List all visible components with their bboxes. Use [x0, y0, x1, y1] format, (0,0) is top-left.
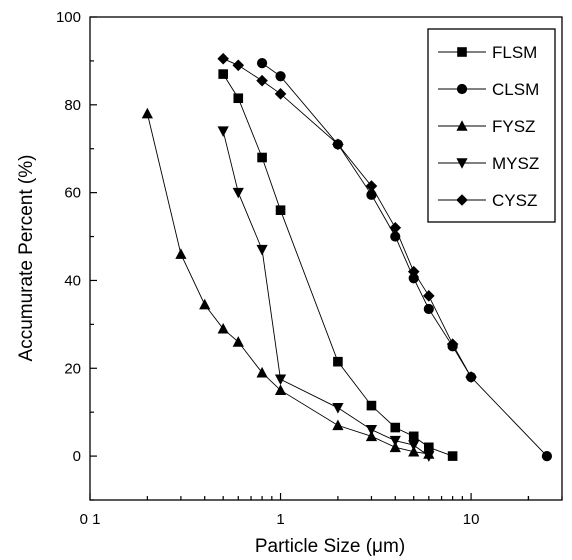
- data-point-mysz: [423, 451, 435, 462]
- data-point-cysz: [446, 338, 459, 350]
- data-point-flsm: [424, 442, 434, 453]
- data-point-clsm: [366, 189, 377, 200]
- data-point-mysz: [332, 402, 344, 414]
- plot-frame: [89, 16, 563, 501]
- data-point-fysz: [365, 430, 378, 442]
- data-point-clsm: [256, 58, 268, 69]
- data-point-fysz: [274, 384, 287, 396]
- data-point-fysz: [332, 419, 344, 431]
- series-cysz: [217, 52, 477, 383]
- legend-marker-mysz: [456, 158, 468, 169]
- legend-label-cysz: CYSZ: [492, 191, 537, 210]
- y-axis-title: Accumurate Percent (%): [16, 155, 37, 362]
- data-point-mysz: [256, 244, 268, 256]
- legend-marker-clsm: [456, 83, 468, 95]
- data-point-mysz: [217, 126, 229, 137]
- data-point-mysz: [274, 374, 287, 386]
- x-tick-label: 0 1: [80, 511, 101, 528]
- data-point-cysz: [256, 74, 268, 87]
- data-point-cysz: [232, 59, 245, 72]
- data-point-flsm: [233, 93, 244, 104]
- data-point-fysz: [217, 322, 229, 334]
- series-mysz: [217, 126, 435, 462]
- legend-box: [427, 28, 556, 223]
- data-point-flsm: [275, 205, 286, 215]
- series-line-clsm: [261, 62, 548, 457]
- series-line-flsm: [222, 73, 453, 457]
- data-point-cysz: [365, 180, 378, 192]
- data-point-cysz: [389, 221, 402, 234]
- x-tick-label: 10: [463, 511, 480, 528]
- data-point-fysz: [175, 248, 187, 259]
- legend-marker-cysz: [456, 194, 468, 206]
- data-point-flsm: [366, 400, 377, 411]
- data-point-flsm: [447, 451, 458, 461]
- data-point-cysz: [274, 88, 287, 100]
- series-fysz: [141, 107, 435, 459]
- legend-label-mysz: MYSZ: [492, 154, 539, 173]
- y-tick-label: 100: [56, 9, 81, 26]
- legend-label-fysz: FYSZ: [492, 117, 535, 136]
- data-point-clsm: [275, 71, 286, 82]
- x-tick-label: 1: [276, 511, 284, 528]
- data-point-mysz: [232, 187, 244, 199]
- y-tick-label: 20: [64, 360, 81, 377]
- data-point-cysz: [423, 290, 435, 302]
- x-axis-title: Particle Size (μm): [255, 536, 405, 557]
- data-point-mysz: [408, 440, 420, 451]
- series-line-fysz: [146, 113, 429, 455]
- y-tick-label: 0: [73, 448, 81, 465]
- y-tick-label: 80: [64, 97, 81, 114]
- legend: FLSM CLSM FYSZ MYSZ CYSZ: [427, 28, 556, 223]
- data-point-clsm: [423, 303, 434, 315]
- data-point-fysz: [141, 107, 153, 119]
- data-point-mysz: [389, 435, 401, 447]
- legend-label-flsm: FLSM: [492, 43, 537, 62]
- data-point-flsm: [218, 69, 228, 79]
- data-point-fysz: [232, 336, 244, 347]
- legend-label-clsm: CLSM: [492, 80, 539, 99]
- legend-marker-fysz: [456, 120, 468, 131]
- y-tick-label: 60: [64, 185, 81, 202]
- series-line-mysz: [222, 131, 430, 457]
- data-point-cysz: [217, 52, 229, 65]
- series-flsm: [218, 69, 458, 461]
- data-point-fysz: [389, 441, 401, 453]
- data-point-flsm: [257, 152, 267, 163]
- data-point-clsm: [541, 450, 553, 462]
- data-point-fysz: [199, 298, 211, 310]
- y-tick-label: 40: [64, 272, 81, 289]
- data-point-flsm: [390, 422, 401, 433]
- data-point-cysz: [407, 265, 420, 278]
- data-point-flsm: [408, 431, 419, 442]
- data-point-fysz: [256, 366, 268, 378]
- data-point-fysz: [408, 445, 420, 457]
- data-point-cysz: [332, 138, 344, 151]
- plot-area: [141, 52, 553, 462]
- axes: 0 20 40 60 80 100 0 1 1 10: [56, 9, 563, 528]
- data-point-mysz: [365, 424, 378, 436]
- legend-marker-flsm: [457, 47, 467, 57]
- data-point-cysz: [465, 371, 477, 383]
- data-point-flsm: [333, 356, 343, 367]
